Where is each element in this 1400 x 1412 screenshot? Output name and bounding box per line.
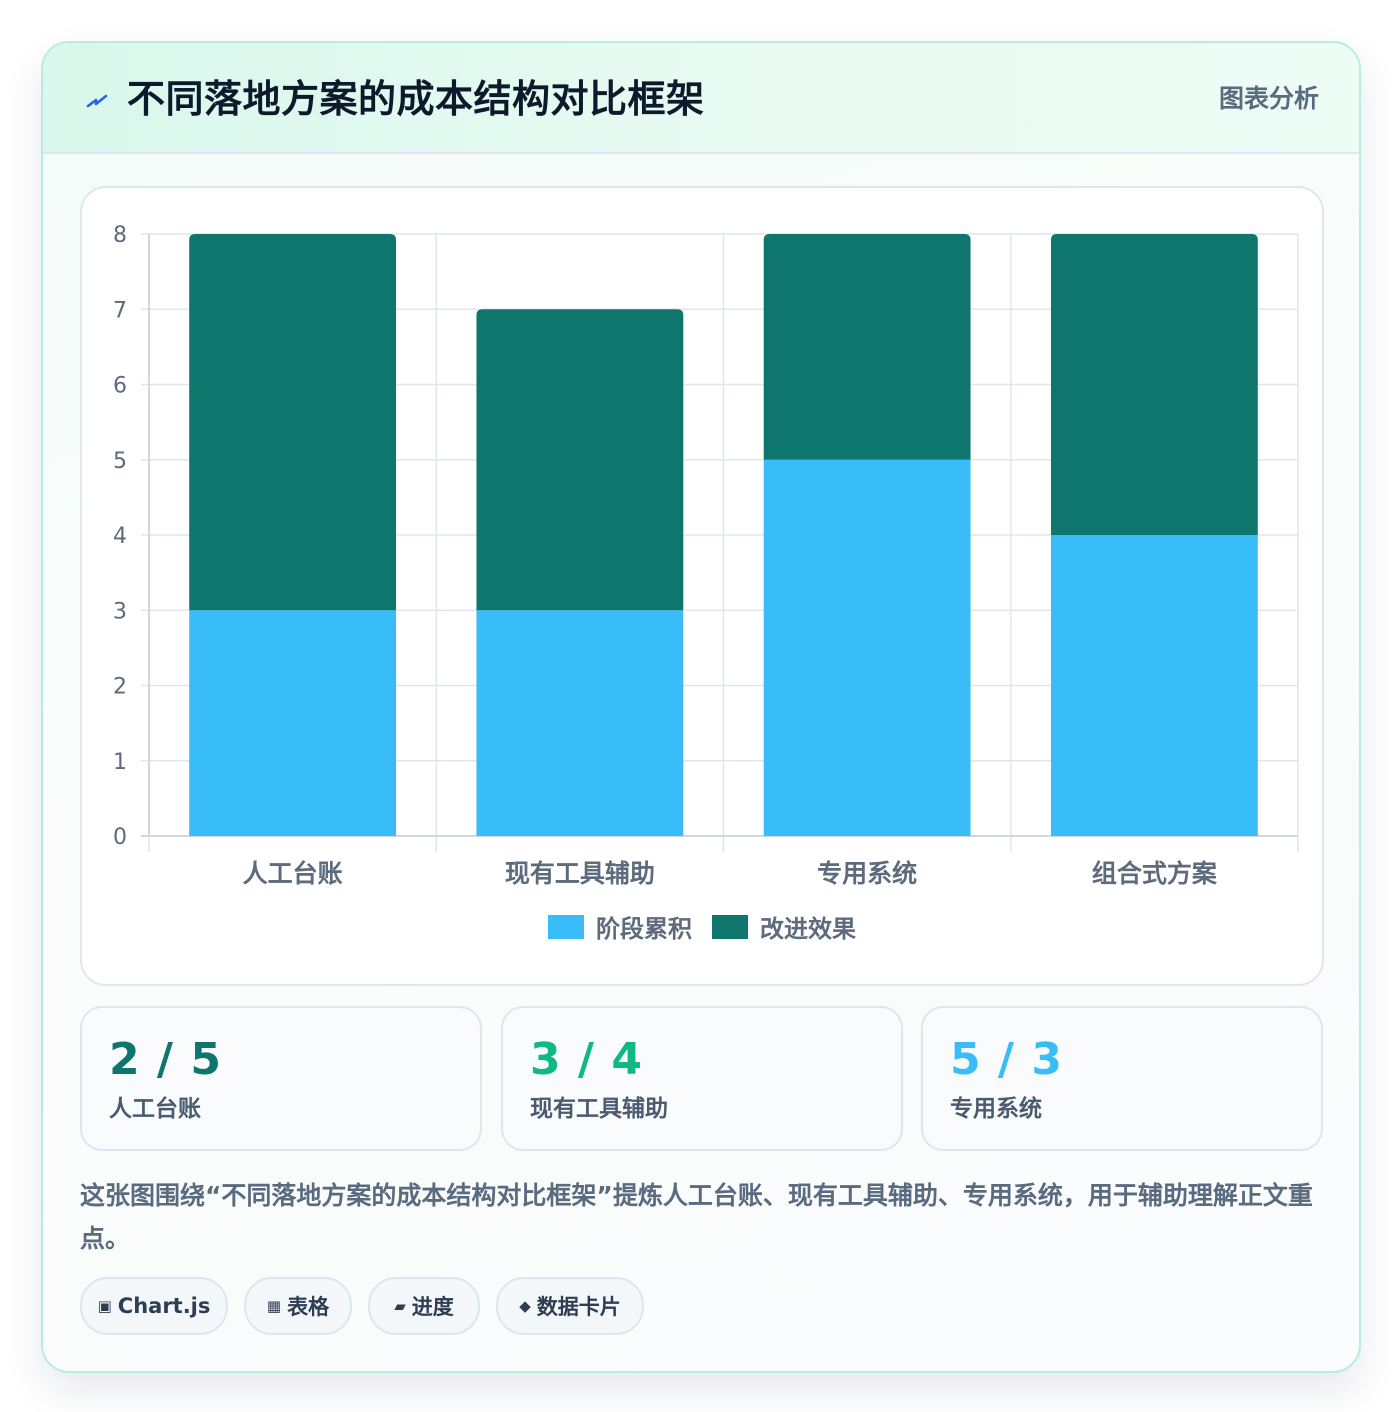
y-tick-label: 3 bbox=[113, 599, 127, 624]
stat-value: 3 / 4 bbox=[530, 1034, 643, 1085]
progress-icon: ▰ bbox=[394, 1297, 406, 1315]
bar-segment bbox=[1050, 234, 1258, 535]
bar-segment bbox=[476, 309, 684, 611]
lightning-icon bbox=[86, 94, 108, 108]
chip-label: 进度 bbox=[411, 1295, 454, 1319]
stat-label: 现有工具辅助 bbox=[530, 1096, 668, 1122]
bar-segment bbox=[189, 234, 397, 611]
stat-value: 2 / 5 bbox=[109, 1034, 222, 1085]
bar-segment bbox=[763, 459, 971, 836]
stat-label: 专用系统 bbox=[950, 1096, 1042, 1122]
stat-card-2: 3 / 4 现有工具辅助 bbox=[501, 1006, 903, 1151]
x-tick-label: 专用系统 bbox=[817, 859, 917, 888]
bar-segment bbox=[763, 234, 971, 460]
legend-label: 改进效果 bbox=[760, 915, 856, 943]
chip-progress[interactable]: ▰ 进度 bbox=[368, 1277, 480, 1335]
stat-value: 5 / 3 bbox=[950, 1034, 1063, 1085]
legend-label: 阶段累积 bbox=[596, 915, 692, 943]
y-tick-label: 2 bbox=[113, 675, 127, 700]
stat-label: 人工台账 bbox=[109, 1096, 201, 1122]
chip-label: Chart.js bbox=[117, 1294, 211, 1318]
chart-analysis-tag: 图表分析 bbox=[1218, 84, 1319, 113]
bar-segment bbox=[189, 610, 397, 836]
diamond-icon: ◆ bbox=[519, 1297, 531, 1315]
x-tick-label: 人工台账 bbox=[243, 859, 343, 888]
y-tick-label: 5 bbox=[113, 449, 127, 474]
chip-data-cards[interactable]: ◆ 数据卡片 bbox=[496, 1277, 644, 1335]
stat-card-3: 5 / 3 专用系统 bbox=[921, 1006, 1323, 1151]
x-tick-label: 组合式方案 bbox=[1092, 859, 1218, 888]
y-tick-label: 0 bbox=[113, 825, 127, 850]
bar-segment bbox=[476, 610, 684, 836]
y-tick-label: 8 bbox=[113, 223, 127, 248]
x-tick-label: 现有工具辅助 bbox=[505, 859, 655, 888]
chart-panel: 0 1 2 3 4 5 6 7 8 人工台账 现有工具辅助 专用系统 组合式方案阶段累积 改进效果 bbox=[80, 186, 1324, 986]
bar-segment bbox=[1050, 535, 1258, 836]
chart-description: 这张图围绕“不同落地方案的成本结构对比框架”提炼人工台账、现有工具辅助、专用系统… bbox=[80, 1181, 1313, 1253]
page-title: 不同落地方案的成本结构对比框架 bbox=[127, 77, 705, 121]
chip-table[interactable]: ▦ 表格 bbox=[244, 1277, 352, 1335]
y-tick-label: 1 bbox=[113, 750, 127, 775]
legend-swatch bbox=[712, 915, 748, 939]
chip-label: 表格 bbox=[287, 1295, 330, 1319]
chart-card: 不同落地方案的成本结构对比框架 图表分析 0 1 2 3 4 5 6 7 8 人工台账 现有工具辅助… bbox=[41, 41, 1361, 1373]
legend-swatch bbox=[548, 915, 584, 939]
y-tick-label: 7 bbox=[113, 298, 127, 323]
y-tick-label: 6 bbox=[113, 374, 127, 399]
chip-chartjs[interactable]: ▣ Chart.js bbox=[80, 1277, 228, 1335]
table-icon: ▦ bbox=[266, 1297, 282, 1315]
card-header: 不同落地方案的成本结构对比框架 图表分析 bbox=[43, 43, 1359, 154]
chip-label: 数据卡片 bbox=[536, 1295, 621, 1319]
y-tick-label: 4 bbox=[113, 524, 127, 549]
chart-icon: ▣ bbox=[97, 1297, 112, 1315]
stat-card-1: 2 / 5 人工台账 bbox=[80, 1006, 482, 1151]
